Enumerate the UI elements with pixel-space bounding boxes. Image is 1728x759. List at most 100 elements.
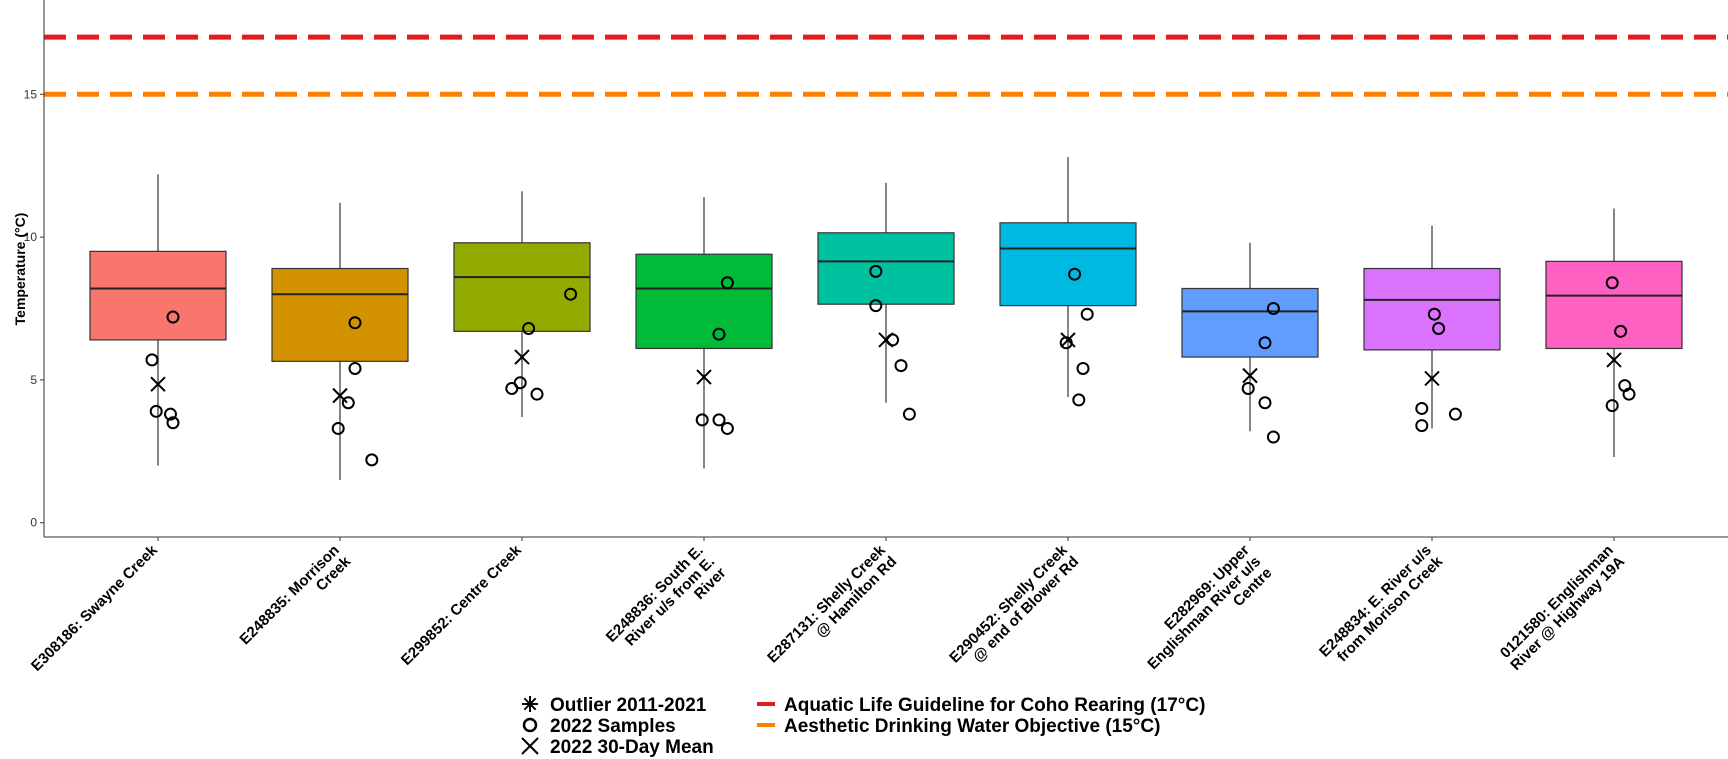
box [1181, 287, 1319, 358]
box [999, 222, 1137, 307]
sample-2022-point [1258, 336, 1272, 350]
sample-2022-point [1427, 307, 1441, 321]
y-tick-label: 0 [30, 516, 37, 530]
sample-2022-point [564, 287, 578, 301]
sample-2022-point [1614, 324, 1628, 338]
cross-stroke [1424, 370, 1440, 387]
x-category-label-line: River @ Highway 19A [1507, 553, 1628, 674]
cross-stroke [521, 737, 539, 755]
sample-2022-point [712, 327, 726, 341]
x-category-label: E290452: Shelly Creek@ end of Blower Rd [946, 541, 1082, 677]
sample-2022-point [1241, 381, 1255, 395]
mean-30day-cross [150, 376, 166, 392]
sample-2022-point [1072, 393, 1086, 407]
box [635, 253, 773, 350]
sample-2022-point [365, 453, 379, 467]
sample-2022-point [1266, 430, 1280, 444]
sample-2022-point [720, 276, 734, 290]
sample-2022-point [163, 407, 177, 421]
sample-2022-point [348, 316, 362, 330]
sample-2022-point [166, 310, 180, 324]
sample-2022-point [869, 299, 883, 313]
y-axis-title: Temperature (°C) [12, 213, 28, 326]
mean-30day-cross [696, 369, 712, 385]
legend-circle-icon [522, 717, 538, 733]
x-category-label-line: E290452: Shelly Creek [946, 541, 1071, 666]
legend-asterisk-icon [522, 696, 538, 712]
cross-stroke [696, 369, 712, 385]
x-category-label-line: E248834: E. River u/s [1316, 542, 1435, 661]
mean-30day-cross [1060, 332, 1076, 348]
x-category-label-line: E308186: Swayne Creek [28, 541, 161, 674]
legend-label: 2022 30-Day Mean [550, 737, 714, 758]
x-category-label-line: E248836: South E. [603, 542, 707, 646]
box [1545, 260, 1683, 350]
sample-2022-point [902, 407, 916, 421]
sample-2022-point [530, 387, 544, 401]
x-category-label-line: E248835: Morrison [236, 542, 342, 648]
box [817, 232, 955, 305]
box [89, 250, 227, 341]
sample-2022-point [522, 321, 536, 335]
x-category-label-line: Englishman River u/s [1144, 553, 1264, 673]
mean-30day-cross [1242, 367, 1258, 384]
mean-30day-cross [1606, 352, 1622, 368]
sample-2022-point [149, 404, 163, 418]
box [453, 242, 591, 332]
mean-30day-cross [514, 349, 530, 365]
y-tick-label: 5 [30, 373, 37, 387]
sample-2022-point [1076, 361, 1090, 375]
sample-2022-point [348, 361, 362, 375]
x-category-label: E308186: Swayne Creek [28, 541, 161, 674]
x-category-label: E248835: MorrisonCreek [236, 541, 354, 659]
cross-stroke [1606, 352, 1622, 368]
y-tick-label: 15 [24, 87, 38, 101]
cross-stroke [332, 387, 348, 404]
box [271, 267, 409, 362]
sample-2022-point [1266, 301, 1280, 315]
x-category-label-line: E299852: Centre Creek [398, 541, 525, 668]
legend-label: Outlier 2011-2021 [550, 695, 707, 716]
cross-stroke [878, 332, 894, 348]
reference-lines [44, 34, 1728, 97]
sample-2022-point [1415, 419, 1429, 433]
sample-2022-point [1448, 407, 1462, 421]
x-category-label-line: from Morison Creek [1334, 553, 1447, 666]
mean-30day-cross [1424, 370, 1440, 387]
x-category-label: E248836: South E.River u/s from E.River [603, 542, 730, 669]
sample-2022-point [869, 264, 883, 278]
x-category-label-line: E287131: Shelly Creek [764, 541, 889, 666]
x-category-label: 0121580: EnglishmanRiver @ Highway 19A [1496, 542, 1628, 674]
y-tick-label: 10 [24, 230, 38, 244]
sample-2022-point [1605, 276, 1619, 290]
sample-2022-point [712, 413, 726, 427]
sample-2022-point [1622, 387, 1636, 401]
cross-stroke [1242, 367, 1258, 384]
mean-30day-cross [332, 387, 348, 404]
cross-stroke [514, 349, 530, 365]
legend-cross-icon [521, 737, 539, 755]
box-series [89, 157, 1683, 480]
sample-2022-point [1415, 401, 1429, 415]
asterisk-stroke [523, 697, 537, 711]
x-category-label: E299852: Centre Creek [398, 541, 525, 668]
legend-label: Aesthetic Drinking Water Objective (15°C… [784, 716, 1160, 737]
x-category-label-line: 0121580: Englishman [1497, 542, 1617, 662]
sample-2022-point [331, 421, 345, 435]
x-category-label: E287131: Shelly Creek@ Hamilton Rd [764, 541, 900, 677]
sample-2022-point [145, 353, 159, 367]
sample-2022-point [1432, 321, 1446, 335]
cross-stroke [150, 376, 166, 392]
legend-label: Aquatic Life Guideline for Coho Rearing … [784, 695, 1205, 716]
x-category-label: E248834: E. River u/sfrom Morison Creek [1316, 541, 1447, 672]
sample-2022-point [166, 416, 180, 430]
sample-2022-point [894, 359, 908, 373]
sample-2022-point [720, 421, 734, 435]
axes: 0 5 10 15 Temperature (°C) [12, 0, 1728, 541]
sample-2022-point [695, 413, 709, 427]
sample-2022-point [1080, 307, 1094, 321]
mean-30day-cross [878, 332, 894, 348]
sample-2022-point [513, 376, 527, 390]
